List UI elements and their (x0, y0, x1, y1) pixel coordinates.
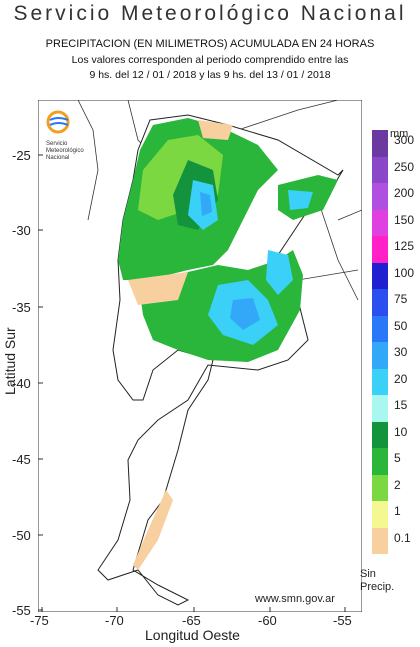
legend-unit: mm (390, 128, 409, 140)
legend-swatch (372, 183, 388, 210)
legend-swatch (372, 342, 388, 369)
smn-logo: Servicio Meteorológico Nacional (46, 110, 86, 162)
legend-label: 200 (394, 186, 415, 200)
legend-swatch (372, 262, 388, 289)
smn-logo-icon (46, 110, 70, 134)
legend-swatch (372, 448, 388, 475)
precip-light-south (133, 490, 173, 570)
subtitle-period-dates: 9 hs. del 12 / 01 / 2018 y las 9 hs. del… (89, 69, 331, 81)
ytick-label: -40 (12, 376, 31, 391)
ytick-label: -30 (12, 223, 31, 238)
xtick-label: -65 (182, 613, 201, 628)
legend-swatch (372, 527, 388, 554)
legend-swatch (372, 130, 388, 157)
legend-swatch (372, 474, 388, 501)
precipitation-map (38, 100, 362, 612)
xtick-label: -55 (333, 613, 352, 628)
ytick-label: -50 (12, 528, 31, 543)
legend-label: 100 (394, 265, 415, 280)
legend-label: 50 (394, 318, 408, 333)
xtick-label: -60 (258, 613, 277, 628)
color-legend: 300 250 200 150 125 100 75 50 30 20 15 10 5 2 1 0.1 Sin … (360, 128, 420, 618)
legend-label: 20 (394, 371, 408, 386)
logo-text-2: Meteorológico (46, 148, 84, 154)
logo-text-1: Servicio (46, 141, 68, 147)
map-title: Servicio Meteorológico Nacional (13, 2, 407, 25)
legend-label: 150 (394, 212, 415, 227)
legend-label: 30 (394, 345, 408, 359)
precip-blue-a (200, 192, 212, 216)
legend-swatch (372, 554, 388, 594)
precip-cyan-ne2 (266, 250, 293, 295)
legend-swatch (372, 156, 388, 183)
precip-blue-ba (230, 298, 260, 330)
logo-text-3: Nacional (46, 155, 70, 161)
legend-label: 125 (394, 239, 415, 253)
legend-label: 1 (394, 504, 401, 518)
legend-swatch (372, 289, 388, 316)
legend-swatch (372, 209, 388, 236)
xtick-label: -70 (105, 613, 124, 628)
precip-light-west (128, 272, 188, 305)
legend-label: Sin Precip. (360, 568, 395, 593)
legend-swatch (372, 395, 388, 422)
legend-swatch (372, 368, 388, 395)
legend-label: 10 (394, 424, 408, 439)
y-axis-label: Latitud Sur (2, 327, 18, 395)
legend-label: 0.1 (394, 530, 411, 545)
x-axis-label: Longitud Oeste (145, 627, 240, 643)
legend-swatch (372, 315, 388, 342)
xtick-label: -75 (30, 613, 49, 628)
legend-label: 75 (394, 292, 408, 306)
legend-label: 250 (394, 159, 415, 174)
axis-ticks (38, 154, 346, 612)
legend-label: 2 (394, 477, 401, 492)
ytick-label: -45 (12, 452, 31, 467)
website-url[interactable]: www.smn.gov.ar (255, 593, 335, 605)
legend-swatch (372, 236, 388, 263)
legend-label: 300 (394, 133, 415, 147)
legend-swatch (372, 501, 388, 528)
legend-swatch (372, 421, 388, 448)
subtitle-variable: PRECIPITACION (EN MILIMETROS) ACUMULADA … (45, 38, 375, 50)
precip-light-north (198, 120, 233, 140)
ytick-label: -35 (12, 300, 31, 315)
legend-label: 15 (394, 398, 408, 412)
subtitle-period-intro: Los valores corresponden al periodo comp… (71, 54, 349, 66)
ytick-label: -55 (12, 603, 31, 618)
precip-cyan-ne (288, 190, 313, 210)
ytick-label: -25 (12, 148, 31, 163)
legend-label: 5 (394, 451, 401, 465)
